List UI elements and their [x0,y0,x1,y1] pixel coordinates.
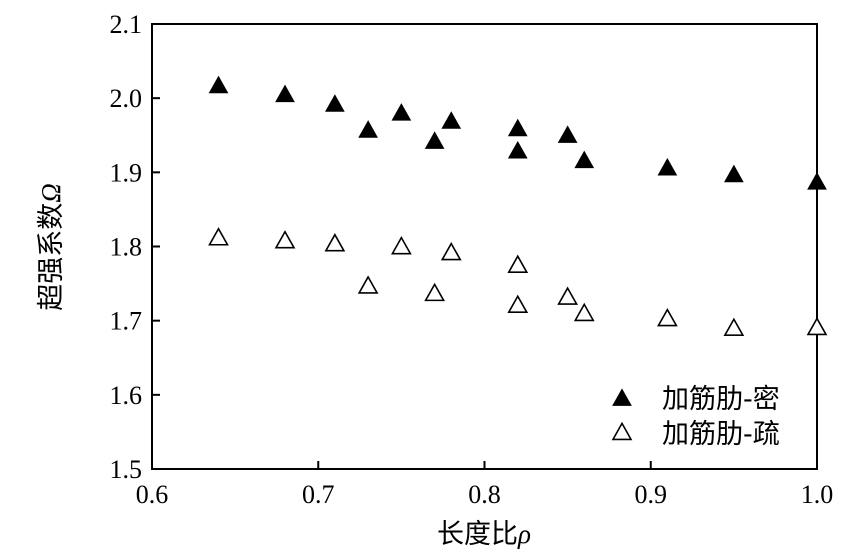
y-tick-label: 2.1 [110,10,143,39]
x-axis-symbol: ρ [517,519,531,549]
data-point-open-triangle [357,275,379,294]
y-tick-label: 1.5 [110,455,143,484]
legend-marker-sparse [611,421,633,441]
legend-label-dense: 加筋肋-密 [662,384,780,415]
data-point-filled-triangle [391,103,412,121]
y-tick-label: 1.6 [110,381,143,410]
x-axis-ticks: 0.6 0.7 0.8 0.9 1.0 [136,461,834,509]
data-point-open-triangle [391,236,412,255]
legend-marker-dense [612,388,632,406]
y-tick-label: 1.8 [110,233,143,262]
y-axis-title: 超强系数Ω [36,183,67,311]
x-tick-label: 0.9 [635,480,668,509]
data-point-filled-triangle [574,150,595,169]
data-point-open-triangle [657,307,678,327]
x-axis-title-text: 长度比 [437,519,518,550]
data-series [208,75,828,337]
data-point-open-triangle [723,317,745,337]
data-point-filled-triangle [724,164,744,183]
data-point-filled-triangle [807,172,827,190]
y-axis-ticks: 1.5 1.6 1.7 1.8 1.9 2.0 2.1 [110,10,160,484]
series-sparse [208,227,828,337]
data-point-open-triangle [806,316,828,336]
series-dense [208,75,827,190]
legend: 加筋肋-密 加筋肋-疏 [611,384,780,450]
y-tick-label: 1.7 [110,307,143,336]
x-tick-label: 0.8 [468,480,501,509]
data-point-filled-triangle [507,140,528,159]
data-point-open-triangle [424,282,445,302]
data-point-filled-triangle [557,125,578,143]
data-point-open-triangle [507,254,529,273]
y-tick-label: 1.9 [110,158,143,187]
legend-filled-triangle-icon [612,388,632,406]
x-tick-label: 0.6 [136,480,169,509]
data-point-filled-triangle [275,84,295,103]
data-point-filled-triangle [657,158,678,176]
data-point-filled-triangle [441,111,462,129]
data-point-open-triangle [507,294,529,314]
data-point-open-triangle [324,233,346,252]
x-tick-label: 0.7 [302,480,335,509]
data-point-filled-triangle [208,75,229,94]
x-tick-label: 1.0 [801,480,834,509]
legend-open-triangle-icon [611,421,633,441]
data-point-filled-triangle [358,120,378,138]
data-point-filled-triangle [424,131,445,149]
data-point-open-triangle [274,230,296,249]
y-tick-label: 2.0 [110,84,143,113]
data-point-filled-triangle [507,118,528,137]
y-axis-symbol: Ω [36,183,66,203]
legend-label-sparse: 加筋肋-疏 [662,419,780,450]
data-point-open-triangle [440,241,462,261]
data-point-open-triangle [557,286,578,305]
x-axis-title: 长度比ρ [437,519,531,550]
data-point-open-triangle [573,302,595,322]
data-point-filled-triangle [325,94,345,112]
data-point-open-triangle [208,227,229,246]
y-axis-title-text: 超强系数 [36,203,67,311]
